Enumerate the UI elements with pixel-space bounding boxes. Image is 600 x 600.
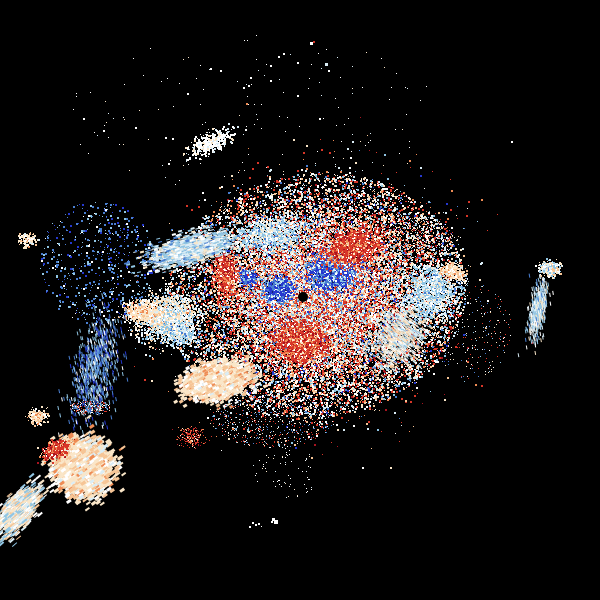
velocity-field-canvas [0, 0, 600, 600]
doppler-velocity-map [0, 0, 600, 600]
